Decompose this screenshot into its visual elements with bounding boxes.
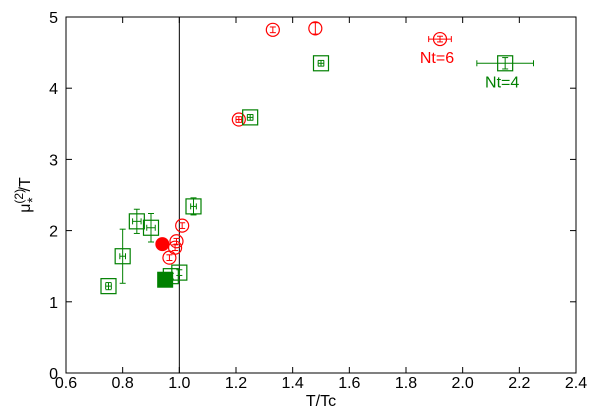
y-axis-title: μ(2)* /T xyxy=(12,177,40,213)
data-point xyxy=(265,22,280,37)
square-marker xyxy=(497,55,514,72)
x-tick-label: 1.4 xyxy=(282,375,304,392)
series-nt-6 xyxy=(155,21,452,265)
x-axis-title: T/Tc xyxy=(306,393,336,410)
circle-marker xyxy=(432,31,448,47)
y-axis-title-tail: /T xyxy=(17,177,34,191)
circle-marker xyxy=(169,234,184,249)
circle-marker xyxy=(167,240,183,255)
x-tick-label: 1.6 xyxy=(338,375,360,392)
data-point xyxy=(231,112,246,127)
square-marker xyxy=(185,198,202,215)
y-axis-title-main: μ xyxy=(17,204,34,213)
data-point xyxy=(476,55,534,72)
y-tick-label: 1 xyxy=(49,295,58,312)
y-tick-label: 5 xyxy=(49,10,58,27)
circle-marker xyxy=(265,22,280,37)
square-marker xyxy=(128,213,145,230)
data-point xyxy=(169,234,184,249)
data-point xyxy=(185,197,202,216)
circle-marker xyxy=(231,112,246,127)
data-point xyxy=(162,250,177,265)
y-axis-title-sup: (2) xyxy=(12,189,26,204)
data-point xyxy=(128,208,145,234)
svg-text:μ(2)*/T: μ(2)* /T xyxy=(12,177,40,213)
circle-marker xyxy=(175,218,190,233)
y-tick-label: 2 xyxy=(49,224,58,241)
square-marker xyxy=(312,55,330,72)
series-nt-4 xyxy=(100,55,534,295)
x-tick-label: 0.6 xyxy=(55,375,77,392)
data-point xyxy=(142,213,160,243)
data-point xyxy=(428,31,452,47)
x-tick-label: 1.8 xyxy=(395,375,417,392)
x-tick-label: 2.4 xyxy=(565,375,587,392)
x-tick-label: 0.8 xyxy=(112,375,134,392)
data-series xyxy=(100,21,534,295)
data-point xyxy=(242,109,259,126)
y-tick-label: 0 xyxy=(49,366,58,383)
y-tick-label: 3 xyxy=(49,152,58,169)
x-tick-label: 1.0 xyxy=(168,375,190,392)
y-axis-title-sub: * xyxy=(24,197,40,203)
x-tick-label: 2.0 xyxy=(452,375,474,392)
square-marker xyxy=(142,219,160,236)
data-point xyxy=(100,278,117,295)
data-point xyxy=(312,55,330,72)
data-point xyxy=(308,21,323,36)
x-tick-label: 1.2 xyxy=(225,375,247,392)
y-tick-label: 4 xyxy=(49,81,58,98)
plot-frame xyxy=(65,16,577,374)
filled-square-marker xyxy=(157,271,174,288)
x-tick-label: 2.2 xyxy=(508,375,530,392)
filled-circle-marker xyxy=(155,237,170,252)
series-label: Nt=6 xyxy=(420,50,454,67)
axis-ticks: 0.6 0.8 1.0 1.2 1.4 1.6 1.8 2.0 2.2 2.4 0 1 2 3 4 5 xyxy=(49,10,587,392)
series-label: Nt=4 xyxy=(485,74,519,91)
square-marker xyxy=(242,109,259,126)
square-marker xyxy=(114,248,131,265)
data-point xyxy=(114,228,131,284)
square-marker xyxy=(100,278,117,295)
circle-marker xyxy=(308,21,323,36)
data-point xyxy=(175,218,190,233)
series-labels: Nt=6 Nt=4 xyxy=(420,50,520,91)
